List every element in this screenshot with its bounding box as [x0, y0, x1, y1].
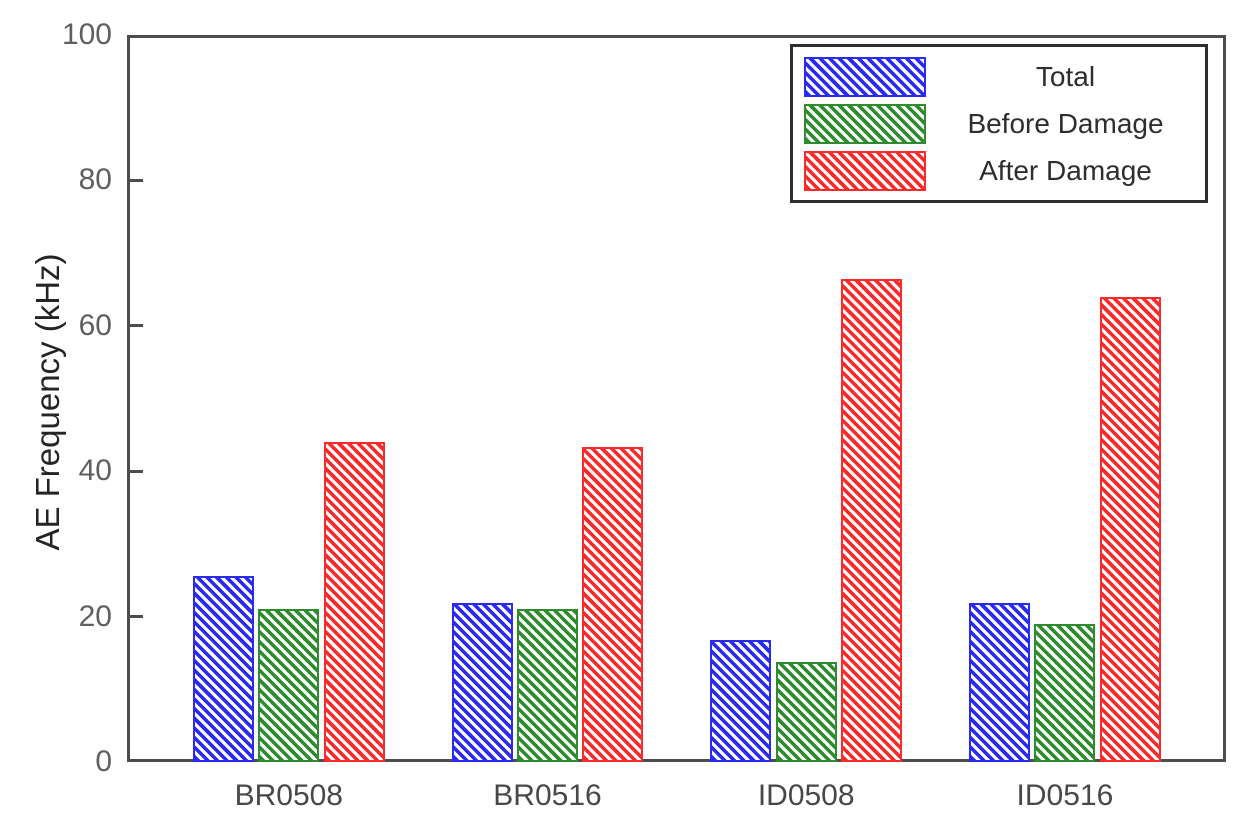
legend-item: Before Damage	[793, 103, 1205, 144]
legend-swatch-icon	[804, 56, 926, 97]
bar-br0516-total	[451, 602, 513, 762]
legend-label: Before Damage	[967, 107, 1164, 139]
y-tick-mark	[130, 615, 143, 619]
bar-id0508-total	[710, 639, 772, 762]
bar-id0516-total	[969, 602, 1031, 762]
x-tick-label-br0516: BR0516	[493, 779, 602, 812]
y-tick-label: 100	[61, 18, 112, 51]
y-tick-label: 40	[78, 454, 112, 488]
legend-swatch-icon	[804, 103, 926, 144]
y-tick-label: 60	[78, 308, 112, 342]
y-tick-mark	[130, 324, 143, 328]
legend: Total Before Damage After Damage	[790, 44, 1208, 203]
bar-id0516-after-damage	[1099, 296, 1161, 762]
bar-br0508-before-damage	[258, 608, 320, 762]
bar-br0516-before-damage	[517, 608, 578, 762]
legend-label: After Damage	[979, 154, 1152, 186]
bar-id0508-before-damage	[775, 661, 837, 762]
x-tick-label-br0508: BR0508	[234, 779, 343, 812]
y-tick-label: 80	[78, 163, 112, 197]
bar-br0508-total	[193, 575, 254, 762]
legend-label: Total	[1035, 60, 1096, 92]
y-tick-label: 0	[95, 745, 112, 778]
legend-swatch-icon	[804, 150, 926, 191]
bar-br0508-after-damage	[323, 442, 385, 762]
legend-item: After Damage	[793, 150, 1205, 191]
bar-id0516-before-damage	[1034, 623, 1096, 762]
x-tick-label-id0516: ID0516	[1016, 779, 1114, 812]
legend-item: Total	[793, 56, 1205, 97]
bar-br0516-after-damage	[582, 447, 644, 762]
y-tick-mark	[130, 469, 143, 473]
y-tick-mark	[130, 178, 143, 182]
x-tick-label-id0508: ID0508	[757, 779, 855, 812]
bar-id0508-after-damage	[841, 278, 902, 762]
y-tick-label: 20	[78, 599, 112, 633]
